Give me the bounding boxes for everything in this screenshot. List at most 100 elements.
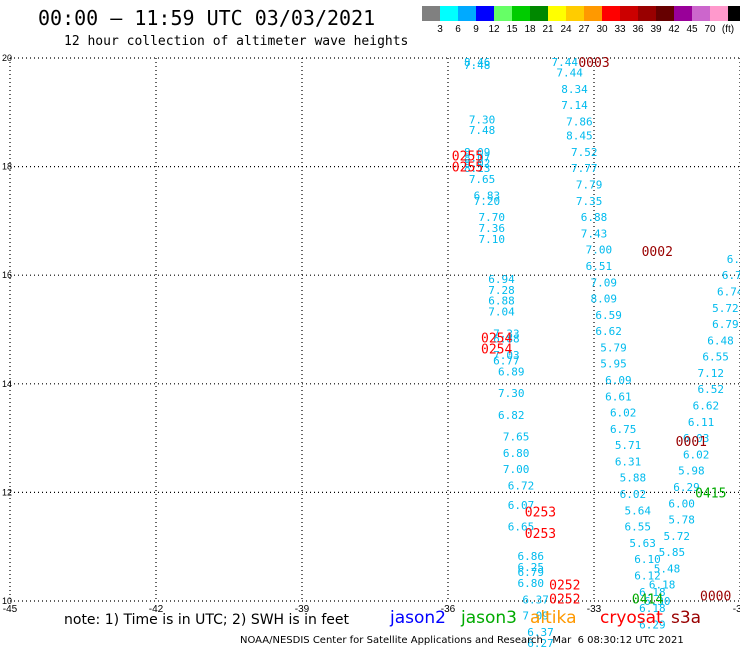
wave-height-point: 6.88 bbox=[581, 211, 608, 224]
wave-height-point: 6.37 bbox=[527, 626, 554, 639]
wave-height-point: 6.86 bbox=[517, 550, 544, 563]
wave-height-point: 6.31 bbox=[615, 455, 642, 468]
color-swatch bbox=[638, 6, 656, 21]
wave-height-point: 7.35 bbox=[576, 195, 603, 208]
color-swatch bbox=[476, 6, 494, 21]
pass-time-marker: 0253 bbox=[525, 527, 556, 542]
pass-time-marker: 0415 bbox=[695, 486, 726, 501]
color-swatch bbox=[602, 6, 620, 21]
wave-height-point: 7.00 bbox=[586, 244, 613, 257]
color-swatch bbox=[494, 6, 512, 21]
x-tick-label: -39 bbox=[295, 604, 310, 615]
color-swatch bbox=[530, 6, 548, 21]
color-scale-label: 42 bbox=[668, 24, 680, 35]
color-swatch bbox=[620, 6, 638, 21]
wave-height-point: 8.09 bbox=[464, 146, 491, 159]
wave-height-point: 7.09 bbox=[590, 276, 617, 289]
wave-height-point: 7.44 bbox=[552, 56, 579, 69]
color-scale-label: 33 bbox=[614, 24, 626, 35]
wave-height-point: 5.88 bbox=[620, 472, 647, 485]
wave-height-point: 6.74 bbox=[717, 285, 740, 298]
legend-item-jason3: jason3 bbox=[461, 608, 517, 628]
wave-height-point: 6.94 bbox=[488, 273, 515, 286]
footer-note: note: 1) Time is in UTC; 2) SWH is in fe… bbox=[64, 612, 350, 628]
wave-height-point: 6.80 bbox=[503, 447, 530, 460]
y-tick-label: 16 bbox=[2, 270, 12, 280]
wave-height-point: 6.77 bbox=[493, 354, 520, 367]
y-tick-label: 18 bbox=[2, 162, 12, 172]
wave-height-point: 7.70 bbox=[479, 211, 506, 224]
wave-height-point: 5.78 bbox=[668, 514, 695, 527]
pass-time-marker: 0255 bbox=[452, 161, 483, 176]
x-tick-label: -33 bbox=[587, 604, 602, 615]
x-tick-label: -30 bbox=[733, 604, 740, 615]
pass-time-marker: 0253 bbox=[525, 505, 556, 520]
wave-height-point: 7.65 bbox=[469, 173, 496, 186]
x-tick-label: -42 bbox=[149, 604, 164, 615]
color-scale-label: 36 bbox=[632, 24, 644, 35]
wave-height-point: 6.09 bbox=[605, 374, 632, 387]
wave-height-point: 8.45 bbox=[566, 130, 593, 143]
wave-height-point: 6.51 bbox=[586, 260, 613, 273]
wave-height-point: 7.30 bbox=[498, 387, 525, 400]
y-tick-label: 12 bbox=[2, 487, 12, 497]
color-swatch bbox=[566, 6, 584, 21]
wave-height-point: 6.62 bbox=[595, 325, 622, 338]
wave-height-point: 7.03 bbox=[493, 349, 520, 362]
x-tick-label: -36 bbox=[441, 604, 456, 615]
wave-height-point: 6.83 bbox=[474, 189, 501, 202]
wave-height-point: 6.89 bbox=[498, 365, 525, 378]
wave-height-point: 6.10 bbox=[634, 553, 661, 566]
y-tick-label: 10 bbox=[2, 596, 12, 606]
color-swatch bbox=[710, 6, 728, 21]
color-scale-label: 15 bbox=[506, 24, 518, 35]
wave-height-point: 6.59 bbox=[595, 309, 622, 322]
color-scale-label: 3 bbox=[437, 24, 443, 35]
legend-item-altika: altika bbox=[530, 608, 577, 628]
wave-height-point: 7.04 bbox=[488, 306, 515, 319]
wave-height-point: 5.64 bbox=[625, 504, 652, 517]
pass-time-marker: 0252 bbox=[549, 592, 580, 607]
pass-time-marker: 0002 bbox=[642, 245, 673, 260]
wave-height-point: 6.02 bbox=[620, 488, 647, 501]
wave-height-point: 7.48 bbox=[464, 59, 491, 72]
wave-height-point: 7.00 bbox=[503, 463, 530, 476]
wave-height-point: 6.55 bbox=[702, 351, 729, 364]
wave-height-point: 5.72 bbox=[712, 302, 739, 315]
wave-height-point: 8.07 bbox=[464, 151, 491, 164]
wave-height-point: 7.10 bbox=[479, 233, 506, 246]
wave-height-point: 6.30 bbox=[644, 595, 671, 608]
wave-height-point: 6.60 bbox=[727, 253, 740, 266]
color-swatch bbox=[440, 6, 458, 21]
color-swatch bbox=[656, 6, 674, 21]
wave-height-point: 6.12 bbox=[634, 569, 661, 582]
pass-time-marker: 0255 bbox=[452, 150, 483, 165]
wave-height-point: 7.20 bbox=[474, 195, 501, 208]
y-tick-label: 14 bbox=[2, 379, 12, 389]
color-swatch bbox=[584, 6, 602, 21]
wave-height-point: 5.48 bbox=[654, 562, 681, 575]
color-scale-label: 18 bbox=[524, 24, 536, 35]
wave-height-point: 5.71 bbox=[615, 439, 642, 452]
wave-height-point: 6.52 bbox=[698, 383, 725, 396]
color-swatch bbox=[512, 6, 530, 21]
wave-height-point: 8.46 bbox=[464, 56, 491, 69]
wave-height-point: 6.25 bbox=[517, 561, 544, 574]
wave-height-point: 6.07 bbox=[508, 499, 535, 512]
wave-height-point: 6.62 bbox=[693, 400, 720, 413]
wave-height-point: 7.12 bbox=[698, 367, 725, 380]
color-scale-label: 12 bbox=[488, 24, 500, 35]
wave-height-point: 6.61 bbox=[605, 390, 632, 403]
wave-height-point: 8.09 bbox=[590, 293, 617, 306]
color-scale-label: 45 bbox=[686, 24, 698, 35]
wave-height-point: 8.02 bbox=[464, 157, 491, 170]
wave-height-point: 8.34 bbox=[561, 83, 588, 96]
color-swatch bbox=[674, 6, 692, 21]
wave-height-point: 6.80 bbox=[517, 577, 544, 590]
wave-height-point: 6.00 bbox=[668, 497, 695, 510]
color-scale-label: 39 bbox=[650, 24, 662, 35]
wave-height-point: 6.18 bbox=[639, 602, 666, 615]
wave-height-point: 6.72 bbox=[508, 479, 535, 492]
